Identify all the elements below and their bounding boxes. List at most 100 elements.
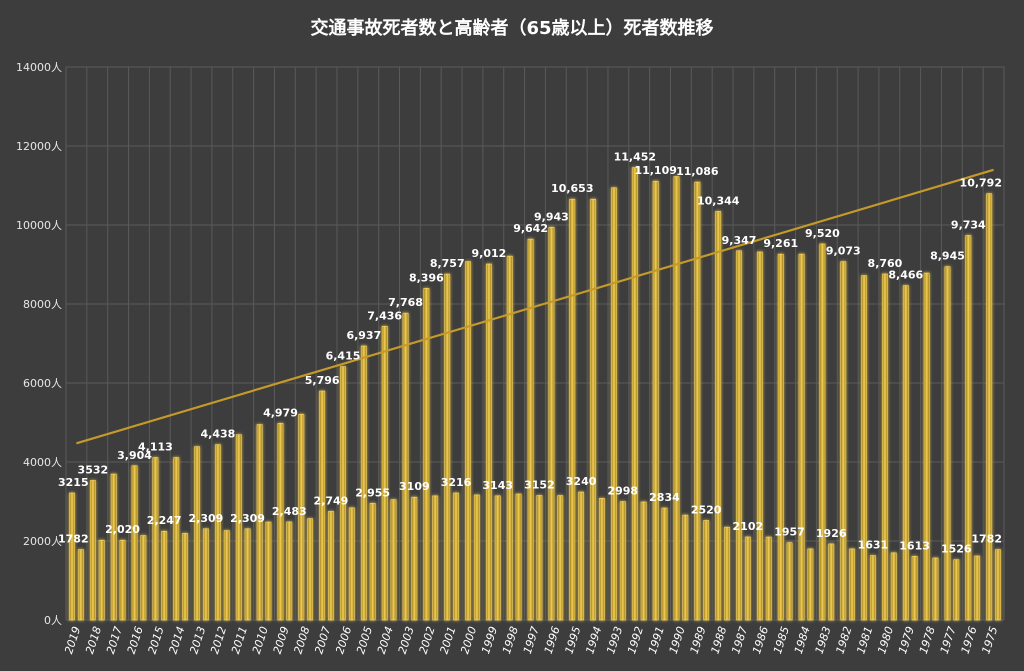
bar-elderly: [619, 501, 626, 621]
data-label-elderly: 2102: [733, 520, 764, 533]
bar-total: [506, 255, 513, 621]
bar-total: [486, 263, 492, 621]
bar-total: [715, 211, 722, 621]
data-label-total: 6,415: [326, 350, 361, 363]
x-tick-label: 1994: [583, 625, 604, 656]
data-label-elderly: 2834: [649, 491, 680, 504]
x-tick-label: 1990: [667, 625, 688, 656]
bar-elderly: [786, 542, 793, 621]
bar-elderly: [599, 498, 605, 621]
x-tick-label: 2005: [354, 625, 375, 656]
data-label-elderly: 3109: [399, 480, 430, 493]
bar-elderly: [223, 530, 230, 621]
y-tick-label: 0人: [44, 614, 62, 627]
y-tick-label: 10000人: [16, 219, 62, 232]
bar-total: [756, 251, 763, 621]
bar-elderly: [161, 530, 168, 621]
data-label-total: 7,768: [388, 296, 423, 309]
x-tick-label: 2013: [187, 625, 208, 656]
bar-elderly: [473, 494, 480, 621]
data-label-total: 4,113: [138, 441, 173, 454]
x-tick-label: 2014: [166, 625, 187, 656]
bar-total: [736, 250, 742, 621]
bar-total: [798, 253, 805, 621]
data-label-total: 6,937: [346, 329, 381, 342]
data-label-elderly: 1631: [858, 539, 889, 552]
bar-total: [673, 176, 680, 621]
x-tick-label: 1977: [938, 625, 959, 656]
x-tick-label: 2010: [250, 625, 271, 656]
bar-total: [652, 180, 659, 621]
data-label-total: 8,760: [868, 257, 903, 270]
bar-elderly: [911, 555, 918, 621]
x-tick-label: 1999: [479, 625, 500, 656]
x-tick-label: 2016: [125, 625, 146, 656]
x-tick-label: 2015: [146, 625, 167, 656]
bar-elderly: [828, 543, 835, 621]
data-label-elderly: 2,020: [105, 523, 140, 536]
x-tick-label: 1992: [625, 625, 646, 656]
bar-elderly: [661, 507, 668, 621]
data-label-elderly: 2,309: [230, 512, 265, 525]
bar-elderly: [682, 514, 689, 621]
bar-elderly: [411, 496, 418, 621]
y-tick-label: 12000人: [16, 140, 62, 153]
bar-total: [777, 253, 784, 621]
bar-total: [340, 366, 346, 621]
x-tick-label: 1983: [813, 625, 834, 656]
bar-total: [319, 390, 326, 621]
data-label-elderly: 1957: [774, 526, 805, 539]
data-label-total: 11,452: [614, 151, 656, 164]
data-label-total: 8,466: [888, 269, 923, 282]
x-tick-label: 2019: [62, 625, 83, 656]
data-label-elderly: 2,247: [147, 514, 182, 527]
y-tick-label: 4000人: [23, 456, 62, 469]
bar-total: [256, 424, 263, 621]
y-tick-label: 8000人: [23, 298, 62, 311]
data-label-elderly: 1926: [816, 527, 847, 540]
bar-total: [465, 261, 471, 621]
x-tick-label: 1975: [979, 625, 1000, 656]
x-tick-label: 2009: [271, 625, 292, 656]
x-tick-label: 1989: [688, 625, 709, 656]
bar-total: [840, 261, 847, 621]
data-label-total: 9,347: [722, 234, 757, 247]
bar-total: [152, 457, 159, 621]
bar-elderly: [432, 495, 439, 621]
bar-elderly: [703, 520, 710, 621]
y-tick-label: 14000人: [16, 61, 62, 74]
data-label-elderly: 1782: [971, 533, 1002, 546]
x-tick-label: 2018: [83, 625, 104, 656]
bar-total: [590, 198, 597, 621]
x-tick-label: 2000: [458, 625, 479, 656]
bar-elderly: [369, 502, 376, 621]
x-tick-label: 2002: [417, 625, 438, 656]
data-label-total: 8,945: [930, 250, 965, 263]
data-label-elderly: 2520: [691, 503, 722, 516]
bar-elderly: [849, 548, 855, 621]
x-tick-label: 1987: [729, 625, 750, 656]
chart-title: 交通事故死者数と高齢者（65歳以上）死者数推移: [310, 18, 714, 39]
data-label-total: 3215: [58, 476, 89, 489]
bar-elderly: [307, 518, 314, 621]
bar-total: [402, 312, 409, 621]
bar-total: [194, 446, 200, 621]
data-label-elderly: 3240: [566, 475, 597, 488]
bar-total: [110, 473, 117, 621]
y-tick-label: 2000人: [23, 535, 62, 548]
bar-elderly: [140, 535, 147, 621]
x-tick-label: 2007: [312, 625, 333, 656]
data-label-total: 10,344: [697, 194, 740, 207]
bar-elderly: [953, 559, 960, 621]
data-label-elderly: 2,749: [314, 494, 349, 507]
bar-elderly: [765, 536, 772, 621]
data-label-total: 11,086: [676, 165, 719, 178]
bar-total: [944, 266, 951, 621]
bar-elderly: [390, 499, 397, 621]
bar-total: [902, 285, 909, 621]
bar-total: [381, 325, 388, 621]
bar-total: [235, 434, 242, 621]
x-tick-label: 1996: [542, 625, 563, 656]
bar-total: [611, 187, 617, 621]
